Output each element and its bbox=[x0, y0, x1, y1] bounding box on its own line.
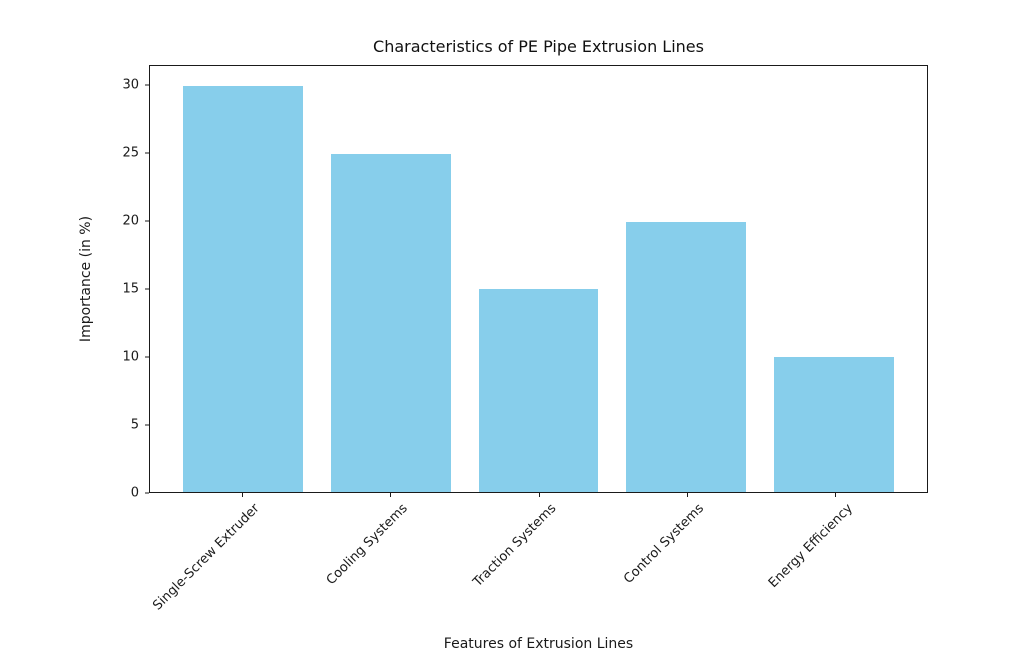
bar-4 bbox=[774, 356, 894, 492]
bar-slot bbox=[612, 66, 760, 492]
x-tick: Energy Efficiency bbox=[761, 493, 909, 638]
bar-1 bbox=[330, 153, 451, 492]
y-tick-label: 0 bbox=[130, 485, 139, 501]
y-tick-label: 10 bbox=[122, 349, 139, 365]
y-tick-mark bbox=[145, 356, 149, 358]
bar-3 bbox=[626, 221, 747, 492]
bar-slot bbox=[465, 66, 613, 492]
y-tick-label: 15 bbox=[122, 281, 139, 297]
x-tick-mark bbox=[390, 493, 392, 497]
y-tick-mark bbox=[145, 152, 149, 154]
y-tick: 20 bbox=[122, 214, 149, 229]
bar-0 bbox=[183, 86, 303, 492]
x-tick-mark bbox=[538, 493, 540, 497]
y-tick-label: 5 bbox=[130, 417, 139, 433]
x-tick-mark bbox=[686, 493, 688, 497]
x-tick: Control Systems bbox=[613, 493, 761, 638]
y-tick-mark bbox=[145, 288, 149, 290]
x-axis-label: Features of Extrusion Lines bbox=[443, 636, 634, 652]
x-tick-mark bbox=[242, 493, 244, 497]
bar-slot bbox=[760, 66, 908, 492]
x-tick-label-3: Control Systems bbox=[621, 501, 708, 587]
x-tick-label-4: Energy Efficiency bbox=[765, 501, 856, 591]
y-tick: 15 bbox=[122, 282, 149, 297]
y-tick: 25 bbox=[122, 146, 149, 161]
y-tick: 5 bbox=[131, 418, 149, 433]
x-tick: Single-Screw Extruder bbox=[150, 493, 316, 638]
bar-slot bbox=[169, 66, 317, 492]
bar-slot bbox=[317, 66, 465, 492]
y-tick: 30 bbox=[122, 78, 149, 93]
x-tick-mark bbox=[834, 493, 836, 497]
y-tick-mark bbox=[145, 492, 149, 494]
x-tick-label-1: Cooling Systems bbox=[323, 501, 411, 589]
y-tick-mark bbox=[145, 84, 149, 86]
x-tick-label-2: Traction Systems bbox=[470, 501, 560, 590]
x-tick: Traction Systems bbox=[464, 493, 612, 638]
bars-container bbox=[150, 66, 927, 492]
x-axis-ticks: Single-Screw Extruder Cooling Systems Trac… bbox=[149, 493, 928, 638]
y-tick-label: 20 bbox=[122, 213, 139, 229]
chart-title: Characteristics of PE Pipe Extrusion Lin… bbox=[373, 37, 704, 56]
y-axis-label: Importance (in %) bbox=[78, 215, 94, 343]
y-tick-label: 30 bbox=[122, 77, 139, 93]
y-tick: 0 bbox=[131, 486, 149, 501]
y-tick-mark bbox=[145, 220, 149, 222]
bar-2 bbox=[478, 289, 599, 492]
x-tick: Cooling Systems bbox=[316, 493, 464, 638]
x-tick-label-0: Single-Screw Extruder bbox=[150, 501, 263, 614]
y-tick: 10 bbox=[122, 350, 149, 365]
y-tick-mark bbox=[145, 424, 149, 426]
y-axis-ticks: 0 5 10 15 20 25 30 bbox=[99, 65, 149, 501]
plot-area bbox=[149, 65, 928, 493]
y-tick-label: 25 bbox=[122, 145, 139, 161]
